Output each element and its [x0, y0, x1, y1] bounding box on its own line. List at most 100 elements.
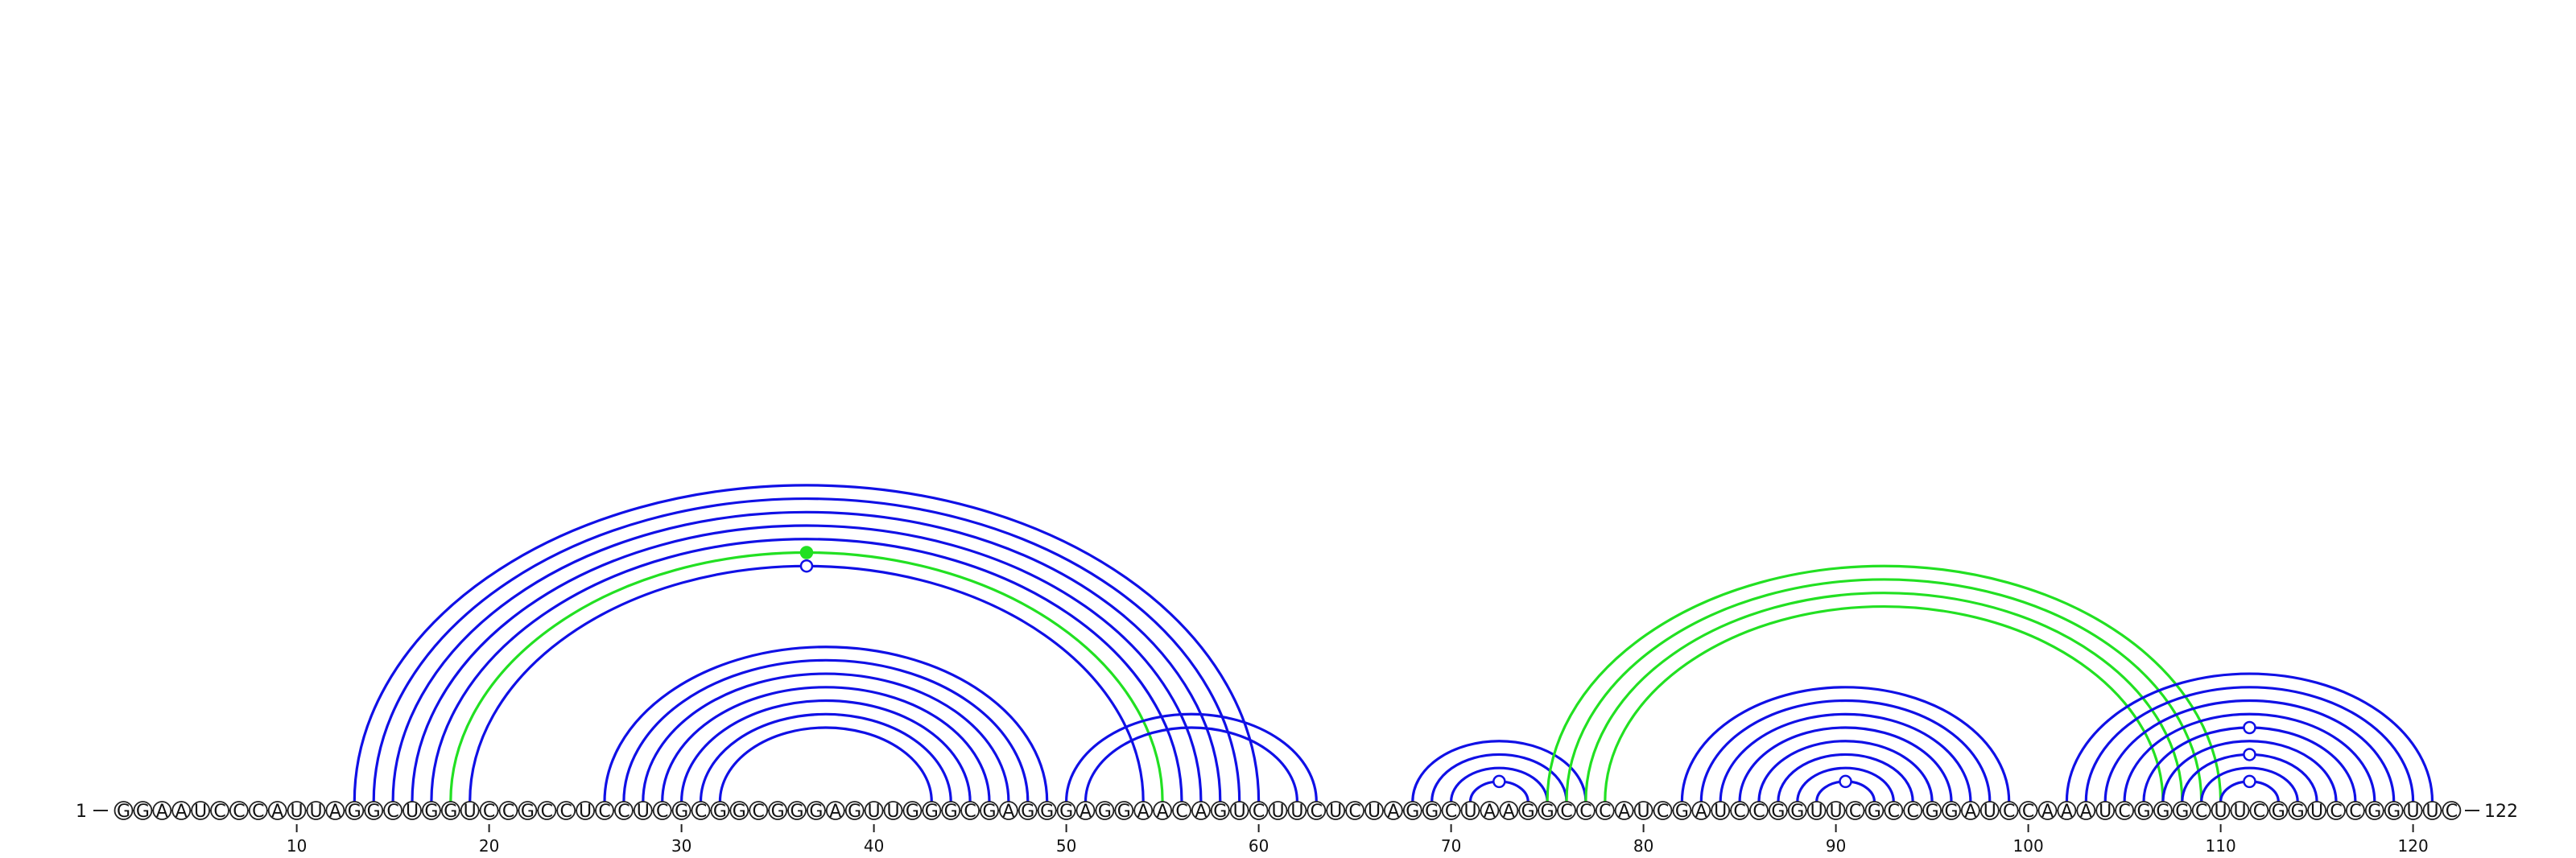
nucleotide-98: U	[1979, 801, 2000, 822]
nucleotide-83: A	[1691, 801, 1711, 822]
nucleotide-circle	[191, 801, 211, 820]
nucleotide-letter: G	[925, 802, 939, 822]
nucleotide-letter: C	[753, 802, 765, 822]
nucleotide-circle	[2018, 801, 2038, 820]
nucleotide-40: U	[864, 801, 884, 822]
nucleotide-circle	[287, 801, 307, 820]
nucleotide-letter: C	[598, 802, 610, 822]
nucleotide-circle	[2191, 801, 2211, 820]
nucleotide-78: C	[1595, 801, 1615, 822]
nucleotide-circle	[152, 801, 172, 820]
nucleotide-117: C	[2345, 801, 2365, 822]
nucleotide-67: A	[1384, 801, 1403, 822]
nucleotide-letter: A	[1157, 802, 1169, 822]
nucleotide-95: G	[1922, 801, 1942, 822]
nucleotide-36: G	[787, 801, 807, 822]
nucleotide-72: A	[1480, 801, 1500, 822]
nucleotide-circle	[1249, 801, 1269, 820]
nucleotide-19: U	[460, 801, 480, 822]
nucleotide-letter: G	[2368, 802, 2381, 822]
nucleotide-letter: A	[2041, 802, 2054, 822]
nucleotide-letter: U	[291, 802, 303, 822]
nucleotide-circle	[1691, 801, 1711, 820]
nucleotide-82: G	[1672, 801, 1692, 822]
nucleotide-circle	[1711, 801, 1731, 820]
tick-label-30: 30	[671, 836, 691, 856]
nucleotide-circle	[402, 801, 422, 820]
nucleotide-circle	[1345, 801, 1364, 820]
nucleotide-circle	[2057, 801, 2077, 820]
nucleotide-letter: C	[1311, 802, 1323, 822]
nucleotide-63: C	[1307, 801, 1327, 822]
nucleotide-11: U	[306, 801, 326, 822]
base-pair-arc-106-117	[2142, 726, 2357, 802]
nucleotide-circle	[1480, 801, 1500, 820]
nucleotide-circle	[1960, 801, 1980, 820]
nucleotide-circle	[2268, 801, 2289, 820]
nucleotide-50: G	[1056, 801, 1076, 822]
nucleotide-letter: U	[1271, 802, 1284, 822]
nucleotide-letter: G	[1040, 802, 1054, 822]
nucleotide-letter: A	[1080, 802, 1092, 822]
nucleotide-letter: G	[1926, 802, 1939, 822]
nucleotide-43: G	[922, 801, 942, 822]
nucleotide-81: C	[1653, 801, 1673, 822]
nucleotide-letter: C	[233, 802, 245, 822]
base-pair-arc-86-95	[1757, 740, 1934, 802]
nucleotide-circle	[1172, 801, 1191, 820]
nucleotide-circle	[1557, 801, 1576, 820]
nucleotide-circle	[1826, 801, 1846, 820]
nucleotide-circle	[383, 801, 403, 820]
nucleotide-letter: G	[2387, 802, 2401, 822]
nucleotide-letter: A	[1137, 802, 1150, 822]
nucleotide-102: A	[2057, 801, 2077, 822]
nucleotide-letter: G	[1541, 802, 1554, 822]
nucleotide-circle	[1884, 801, 1904, 820]
nucleotide-circle	[1037, 801, 1057, 820]
nucleotide-circle	[1075, 801, 1096, 820]
nucleotide-60: C	[1249, 801, 1269, 822]
nucleotide-69: G	[1422, 801, 1442, 822]
nucleotide-118: G	[2364, 801, 2384, 822]
nucleotide-circle	[1845, 801, 1865, 820]
nucleotide-letter: C	[1599, 802, 1611, 822]
nucleotide-circle	[1056, 801, 1076, 820]
nucleotide-letter: U	[464, 802, 477, 822]
nucleotide-42: G	[902, 801, 923, 822]
nucleotide-letter: C	[1849, 802, 1861, 822]
helix-5	[1411, 740, 1587, 802]
tick-label-90: 90	[1826, 836, 1846, 856]
nucleotide-letter: C	[2330, 802, 2342, 822]
nucleotide-22: G	[518, 801, 538, 822]
nucleotide-circle	[980, 801, 999, 820]
nucleotide-letter: C	[502, 802, 514, 822]
nucleotide-38: A	[825, 801, 845, 822]
nucleotide-circle	[2134, 801, 2153, 820]
nucleotide-108: G	[2172, 801, 2192, 822]
loop-marker-2	[799, 546, 814, 559]
nucleotide-59: U	[1229, 801, 1249, 822]
nucleotide-letter: U	[1329, 802, 1342, 822]
nucleotide-33: G	[729, 801, 749, 822]
tick-label-100: 100	[2013, 836, 2044, 856]
nucleotide-letter: C	[1907, 802, 1919, 822]
nucleotide-71: U	[1460, 801, 1480, 822]
nucleotide-57: A	[1191, 801, 1211, 822]
nucleotide-letter: U	[579, 802, 592, 822]
nucleotide-75: G	[1538, 801, 1557, 822]
nucleotide-104: U	[2095, 801, 2116, 822]
nucleotide-letter: C	[1579, 802, 1591, 822]
tick-label-80: 80	[1633, 836, 1653, 856]
nucleotide-circle	[2345, 801, 2365, 820]
nucleotide-letter: U	[1290, 802, 1303, 822]
nucleotide-circle	[1441, 801, 1461, 820]
nucleotide-letter: C	[1657, 802, 1669, 822]
nucleotide-32: G	[710, 801, 730, 822]
nucleotide-letter: A	[2080, 802, 2092, 822]
nucleotide-letter: G	[1771, 802, 1785, 822]
nucleotide-circle	[1499, 801, 1519, 820]
nucleotide-letter: G	[809, 802, 823, 822]
nucleotide-circle	[576, 801, 595, 820]
nucleotide-circle	[2403, 801, 2423, 820]
nucleotide-10: U	[287, 801, 307, 822]
